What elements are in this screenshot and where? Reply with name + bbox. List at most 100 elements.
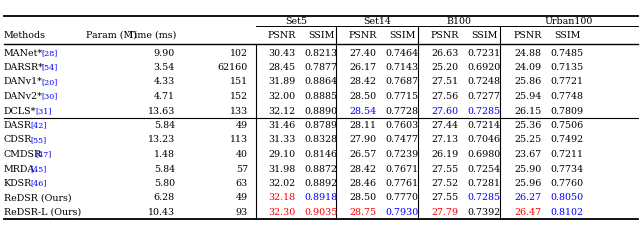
Text: 23.67: 23.67 (515, 150, 541, 159)
Text: MANet*: MANet* (4, 49, 44, 57)
Text: 0.8892: 0.8892 (305, 179, 337, 188)
Text: 0.8890: 0.8890 (305, 106, 337, 115)
Text: 9.90: 9.90 (154, 49, 175, 57)
Text: 31.98: 31.98 (268, 164, 296, 174)
Text: 28.11: 28.11 (349, 121, 376, 130)
Text: 4.33: 4.33 (154, 77, 175, 87)
Text: 32.30: 32.30 (268, 208, 296, 217)
Text: 25.96: 25.96 (515, 179, 541, 188)
Text: 0.7603: 0.7603 (385, 121, 419, 130)
Text: MRDA: MRDA (4, 164, 35, 174)
Text: 25.94: 25.94 (515, 92, 541, 101)
Text: 0.7721: 0.7721 (550, 77, 584, 87)
Text: 27.52: 27.52 (431, 179, 459, 188)
Text: 3.54: 3.54 (154, 63, 175, 72)
Text: [28]: [28] (41, 49, 58, 57)
Text: 27.51: 27.51 (431, 77, 459, 87)
Text: 57: 57 (236, 164, 248, 174)
Text: 0.8789: 0.8789 (305, 121, 337, 130)
Text: SSIM: SSIM (471, 30, 497, 39)
Text: 25.86: 25.86 (515, 77, 541, 87)
Text: 0.7687: 0.7687 (385, 77, 419, 87)
Text: 32.00: 32.00 (268, 92, 296, 101)
Text: 0.8885: 0.8885 (305, 92, 337, 101)
Text: 0.7281: 0.7281 (467, 179, 500, 188)
Text: 0.7492: 0.7492 (550, 136, 584, 144)
Text: 133: 133 (230, 106, 248, 115)
Text: [20]: [20] (41, 78, 58, 86)
Text: 31.33: 31.33 (268, 136, 296, 144)
Text: 0.7046: 0.7046 (467, 136, 500, 144)
Text: 28.42: 28.42 (349, 164, 376, 174)
Text: 152: 152 (230, 92, 248, 101)
Text: 113: 113 (230, 136, 248, 144)
Text: DCLS*: DCLS* (4, 106, 36, 115)
Text: 26.63: 26.63 (431, 49, 459, 57)
Text: [47]: [47] (35, 150, 52, 158)
Text: 26.17: 26.17 (349, 63, 376, 72)
Text: 0.7877: 0.7877 (305, 63, 337, 72)
Text: 0.7239: 0.7239 (385, 150, 419, 159)
Text: 25.20: 25.20 (431, 63, 459, 72)
Text: 0.8050: 0.8050 (550, 194, 584, 202)
Text: CDSR: CDSR (4, 136, 33, 144)
Text: B100: B100 (447, 16, 472, 25)
Text: 0.8872: 0.8872 (305, 164, 337, 174)
Text: SSIM: SSIM (554, 30, 580, 39)
Text: Time (ms): Time (ms) (128, 30, 176, 39)
Text: 0.8213: 0.8213 (305, 49, 337, 57)
Text: 24.09: 24.09 (515, 63, 541, 72)
Text: 0.7734: 0.7734 (550, 164, 584, 174)
Text: 26.47: 26.47 (515, 208, 541, 217)
Text: 27.55: 27.55 (431, 194, 459, 202)
Text: 0.7485: 0.7485 (550, 49, 584, 57)
Text: SSIM: SSIM (389, 30, 415, 39)
Text: 4.71: 4.71 (154, 92, 175, 101)
Text: [30]: [30] (41, 93, 58, 101)
Text: 1.48: 1.48 (154, 150, 175, 159)
Text: PSNR: PSNR (514, 30, 542, 39)
Text: [45]: [45] (30, 165, 46, 173)
Text: 0.7770: 0.7770 (385, 194, 419, 202)
Text: DANv1*: DANv1* (4, 77, 43, 87)
Text: Urban100: Urban100 (545, 16, 593, 25)
Text: 0.7748: 0.7748 (550, 92, 584, 101)
Text: [46]: [46] (30, 180, 47, 188)
Text: 6.28: 6.28 (154, 194, 175, 202)
Text: 40: 40 (236, 150, 248, 159)
Text: 28.50: 28.50 (349, 92, 376, 101)
Text: 30.43: 30.43 (268, 49, 296, 57)
Text: 0.7760: 0.7760 (550, 179, 584, 188)
Text: 0.8102: 0.8102 (550, 208, 584, 217)
Text: 31.46: 31.46 (268, 121, 296, 130)
Text: 0.8328: 0.8328 (305, 136, 337, 144)
Text: 0.7214: 0.7214 (467, 121, 500, 130)
Text: 0.7285: 0.7285 (467, 106, 500, 115)
Text: 27.90: 27.90 (349, 136, 376, 144)
Text: SSIM: SSIM (308, 30, 334, 39)
Text: 32.18: 32.18 (268, 194, 296, 202)
Text: 27.40: 27.40 (349, 49, 376, 57)
Text: 31.89: 31.89 (268, 77, 296, 87)
Text: 0.8146: 0.8146 (305, 150, 337, 159)
Text: 0.7135: 0.7135 (550, 63, 584, 72)
Text: 0.7671: 0.7671 (385, 164, 419, 174)
Text: Methods: Methods (4, 30, 46, 39)
Text: 29.10: 29.10 (268, 150, 296, 159)
Text: 25.90: 25.90 (515, 164, 541, 174)
Text: 5.84: 5.84 (154, 164, 175, 174)
Text: 27.56: 27.56 (431, 92, 459, 101)
Text: 151: 151 (230, 77, 248, 87)
Text: 0.7477: 0.7477 (385, 136, 419, 144)
Text: 28.54: 28.54 (349, 106, 376, 115)
Text: 62160: 62160 (218, 63, 248, 72)
Text: 0.6980: 0.6980 (467, 150, 500, 159)
Text: KDSR: KDSR (4, 179, 32, 188)
Text: 13.63: 13.63 (148, 106, 175, 115)
Text: PSNR: PSNR (431, 30, 459, 39)
Text: [42]: [42] (30, 122, 47, 130)
Text: 13.23: 13.23 (148, 136, 175, 144)
Text: 0.7285: 0.7285 (467, 194, 500, 202)
Text: 27.60: 27.60 (431, 106, 459, 115)
Text: PSNR: PSNR (268, 30, 296, 39)
